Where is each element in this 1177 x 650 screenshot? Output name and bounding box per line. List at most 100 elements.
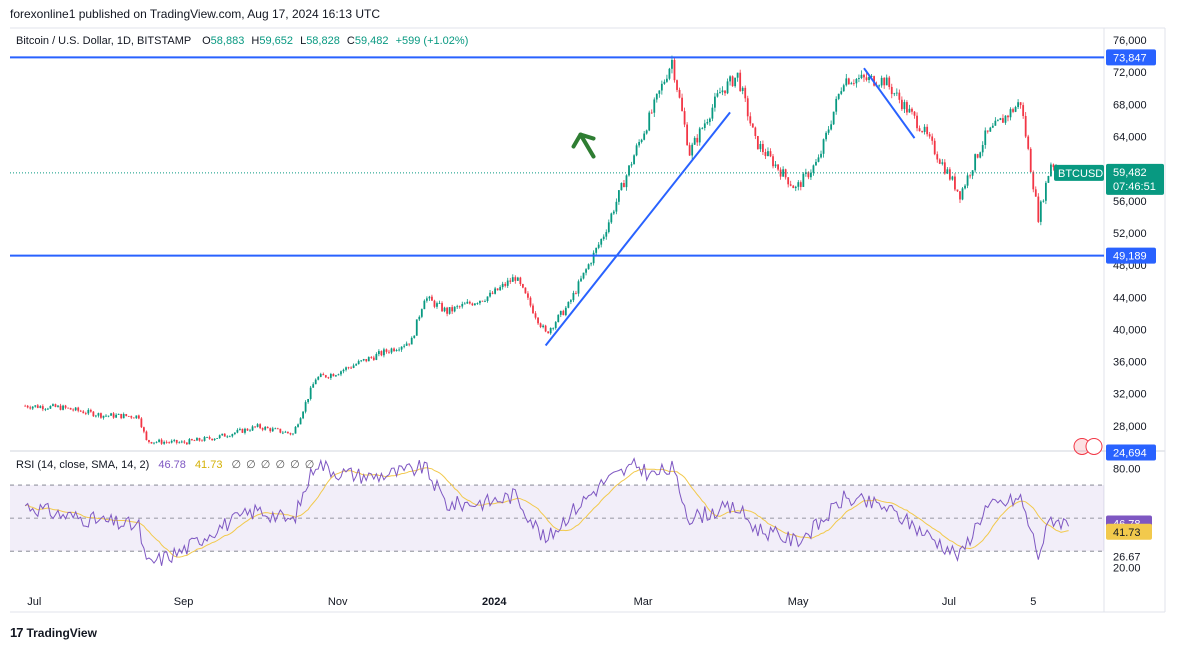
candle-body <box>158 439 160 442</box>
candle <box>671 55 673 74</box>
candle-body <box>473 303 476 306</box>
up-arrow-icon <box>571 132 596 159</box>
candle <box>367 356 370 362</box>
candle-body <box>221 433 224 436</box>
tradingview-brand: TradingView <box>26 625 97 640</box>
candle <box>607 219 610 234</box>
candle-body <box>696 137 699 143</box>
candle-body <box>911 108 913 112</box>
candle-body <box>494 288 496 294</box>
candle-body <box>754 127 757 136</box>
candle <box>645 129 648 135</box>
close-label: C <box>346 35 355 47</box>
candle <box>936 151 939 163</box>
candle-body <box>933 140 936 155</box>
candle-body <box>832 111 835 125</box>
candle <box>832 111 835 126</box>
candle <box>767 147 769 157</box>
candle <box>1002 114 1004 123</box>
candle-body <box>484 300 486 302</box>
level-tag-text: 73,847 <box>1113 52 1147 64</box>
candle <box>206 436 208 438</box>
price-tick-label: 32,000 <box>1113 389 1147 401</box>
candle-body <box>976 154 979 158</box>
candle-body <box>855 78 858 84</box>
candle <box>400 346 403 352</box>
candle-body <box>292 433 294 435</box>
candle <box>506 277 509 288</box>
candle <box>178 441 181 444</box>
candle-body <box>673 59 676 81</box>
candle <box>519 276 522 286</box>
candle <box>451 304 454 315</box>
candle-body <box>569 300 572 302</box>
candle <box>398 347 400 352</box>
candle-body <box>883 77 886 86</box>
candle-body <box>375 354 378 360</box>
candle <box>499 285 502 291</box>
hidden-plot-icons[interactable]: ∅ ∅ ∅ ∅ ∅ ∅ <box>231 459 316 471</box>
candle-body <box>625 175 628 188</box>
tradingview-footer[interactable]: 17 TradingView <box>10 625 97 640</box>
candle <box>681 93 683 112</box>
candle-body <box>600 238 603 245</box>
candle-body <box>865 77 868 80</box>
candle-body <box>719 92 721 94</box>
candle <box>951 175 954 181</box>
candle-body <box>860 74 863 79</box>
candle-body <box>671 59 673 69</box>
candle <box>739 69 742 92</box>
candle <box>153 442 155 445</box>
countdown-value: 07:46:51 <box>1113 181 1156 193</box>
candle-body <box>203 437 206 441</box>
candle <box>491 290 494 295</box>
candle <box>557 314 560 323</box>
candle <box>797 180 800 191</box>
candle <box>979 151 982 159</box>
candle <box>337 373 340 376</box>
candle-body <box>208 437 211 439</box>
candle <box>431 294 433 301</box>
candle <box>158 438 160 443</box>
candle-body <box>122 414 125 419</box>
candle <box>357 359 360 365</box>
low-value: 58,828 <box>306 35 340 47</box>
candle <box>59 403 62 411</box>
candle-body <box>486 296 489 301</box>
candle-body <box>441 303 443 312</box>
candle-body <box>130 416 133 418</box>
candle <box>996 119 999 122</box>
candle <box>1047 175 1050 184</box>
candle <box>799 180 802 191</box>
candle <box>969 174 971 179</box>
candle <box>926 124 929 137</box>
candle <box>794 185 797 192</box>
candle-body <box>870 76 873 77</box>
candle-body <box>678 89 681 98</box>
candle <box>658 90 661 98</box>
candle-body <box>726 81 729 94</box>
candle <box>175 439 178 445</box>
candle-body <box>110 413 112 416</box>
candle-body <box>681 97 683 112</box>
candle <box>218 434 221 439</box>
candle-body <box>89 409 92 412</box>
candle <box>468 300 471 305</box>
candle <box>309 385 312 401</box>
candle-body <box>633 155 635 165</box>
change-value: +599 (+1.02%) <box>395 35 469 47</box>
candle <box>236 428 239 434</box>
candle <box>64 404 67 410</box>
candle-body <box>120 413 123 419</box>
candle-body <box>524 287 527 294</box>
candle <box>921 130 923 134</box>
candle-body <box>537 317 539 324</box>
candle-body <box>29 407 32 409</box>
low-price-tag: 24,694 <box>1106 444 1156 461</box>
candle <box>708 117 711 126</box>
candle <box>479 300 481 306</box>
candle <box>36 404 39 409</box>
symbol-legend: Bitcoin / U.S. Dollar, 1D, BITSTAMP O58,… <box>16 35 468 47</box>
candle <box>931 133 934 145</box>
